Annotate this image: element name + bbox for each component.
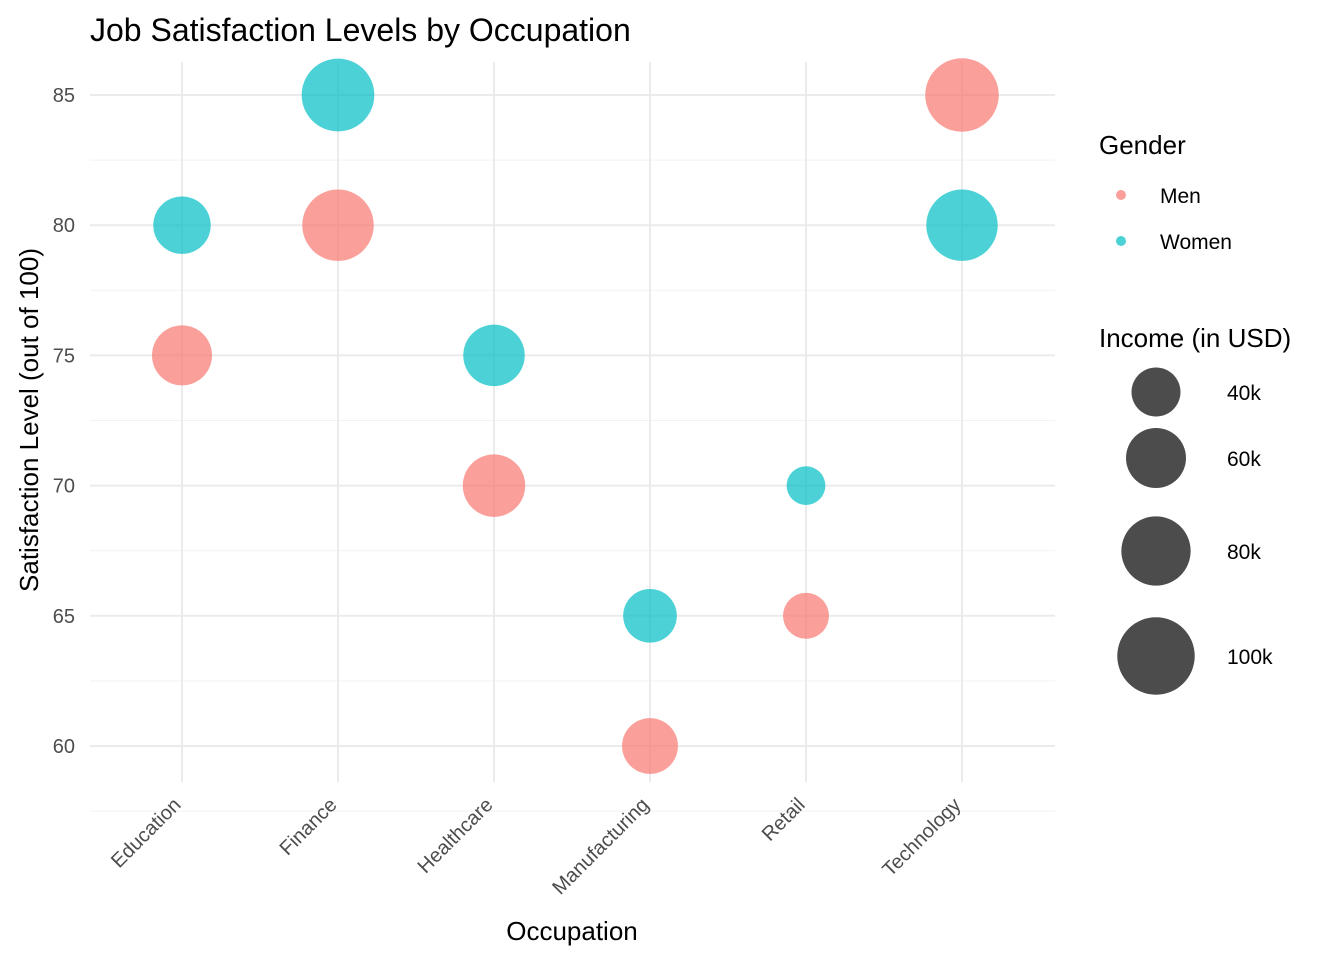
bubble-men-technology bbox=[925, 58, 999, 132]
size-legend: Income (in USD) 40k 60k 80k 100k bbox=[1099, 323, 1291, 695]
bubble-men-healthcare bbox=[462, 454, 526, 517]
color-legend: Gender Men Women bbox=[1099, 130, 1232, 254]
x-tick-label: Finance bbox=[276, 794, 342, 860]
size-legend-key bbox=[1131, 367, 1181, 417]
bubble-women-technology bbox=[926, 189, 998, 261]
size-legend-label: 80k bbox=[1227, 541, 1261, 564]
size-legend-key bbox=[1117, 617, 1195, 695]
bubble-women-healthcare bbox=[463, 324, 525, 387]
x-axis-ticks: Education Finance Healthcare Manufacturing R… bbox=[107, 794, 965, 899]
y-tick-label: 85 bbox=[53, 85, 75, 107]
size-legend-label: 100k bbox=[1227, 646, 1273, 669]
plot-grid bbox=[90, 62, 1055, 812]
color-legend-title: Gender bbox=[1099, 130, 1186, 160]
y-tick-label: 80 bbox=[53, 215, 75, 237]
bubble-women-education bbox=[153, 196, 211, 254]
x-tick-label: Healthcare bbox=[414, 794, 498, 878]
size-legend-label: 40k bbox=[1227, 382, 1261, 405]
bubble-women-finance bbox=[301, 58, 375, 132]
y-tick-label: 60 bbox=[53, 736, 75, 758]
y-tick-label: 75 bbox=[53, 345, 75, 367]
legend-key-women bbox=[1116, 236, 1126, 246]
y-axis-title: Satisfaction Level (out of 100) bbox=[14, 248, 44, 592]
x-axis-title: Occupation bbox=[506, 916, 638, 946]
size-legend-title: Income (in USD) bbox=[1099, 323, 1291, 353]
x-tick-label: Education bbox=[107, 794, 185, 872]
legend-label-women: Women bbox=[1160, 231, 1232, 254]
chart-title: Job Satisfaction Levels by Occupation bbox=[90, 12, 631, 48]
y-tick-label: 70 bbox=[53, 476, 75, 498]
size-legend-key bbox=[1121, 516, 1191, 586]
y-axis-ticks: 60 65 70 75 80 85 bbox=[53, 85, 75, 758]
bubble-women-retail bbox=[786, 466, 826, 505]
x-tick-label: Technology bbox=[878, 794, 965, 881]
x-tick-label: Manufacturing bbox=[548, 794, 653, 899]
y-tick-label: 65 bbox=[53, 606, 75, 628]
x-tick-label: Retail bbox=[758, 794, 810, 846]
bubble-men-manufacturing bbox=[622, 718, 678, 774]
bubble-men-finance bbox=[302, 189, 374, 261]
legend-key-men bbox=[1116, 190, 1126, 200]
bubble-women-manufacturing bbox=[623, 588, 677, 643]
legend-label-men: Men bbox=[1160, 185, 1201, 208]
size-legend-label: 60k bbox=[1227, 448, 1261, 471]
bubble-men-education bbox=[152, 325, 212, 386]
bubble-men-retail bbox=[783, 592, 829, 639]
size-legend-key bbox=[1126, 428, 1186, 488]
data-points bbox=[152, 58, 999, 774]
